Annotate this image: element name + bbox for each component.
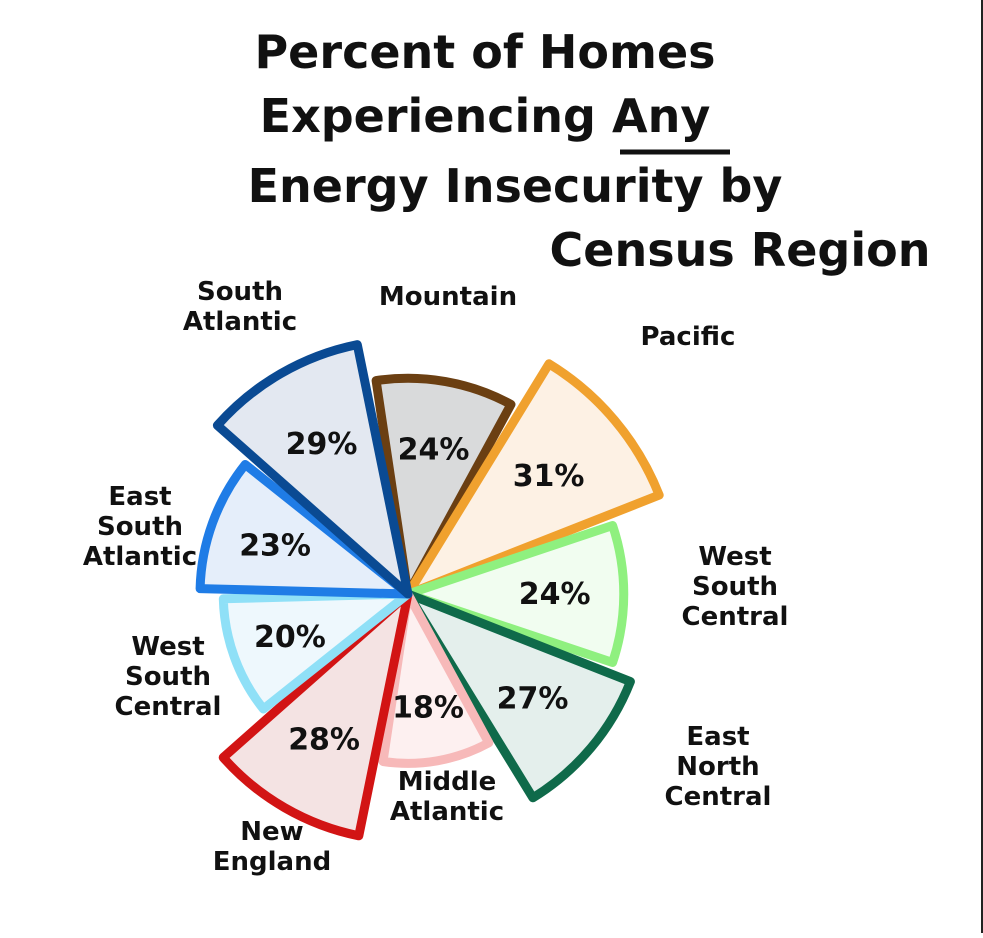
chart-title-line-2: Experiencing Any [260,89,711,143]
slice-new-england [218,589,413,841]
region-label-line: East [686,722,749,752]
chart-title-line-4: Census Region [550,223,931,277]
region-label-line: Central [115,692,222,722]
region-label-west-south-central-left: West South Central [115,632,222,722]
region-label-line: Mountain [379,282,517,312]
region-label-line: East [108,482,171,512]
region-label-line: South [197,277,283,307]
slice-south-atlantic [212,340,413,599]
region-label-east-south-atlantic: East South Atlantic [83,482,197,572]
value-label-west-south-central-right: 24% [519,577,591,612]
region-label-line: West [131,632,204,662]
region-label-line: South [692,572,778,602]
region-label-line: New [240,817,303,847]
value-label-east-south-atlantic: 23% [239,529,311,564]
value-label-middle-atlantic: 18% [392,690,464,725]
region-label-line: South [125,662,211,692]
region-label-east-north-central: East North Central [665,722,772,812]
region-label-line: Atlantic [183,307,297,337]
slice-mountain [371,373,516,599]
value-label-west-south-central-left: 20% [254,620,326,655]
value-label-east-north-central: 27% [497,682,569,717]
region-label-middle-atlantic: Middle Atlantic [390,767,504,827]
region-label-line: Pacific [641,322,736,352]
region-label-line: North [676,752,759,782]
region-label-line: West [698,542,771,572]
region-label-line: Central [682,602,789,632]
slice-middle-atlantic [378,589,494,768]
region-label-new-england: New England [213,817,331,877]
slice-east-south-atlantic [195,460,413,599]
value-label-south-atlantic: 29% [286,427,358,462]
region-label-line: Middle [398,767,497,797]
slice-west-south-central-left [218,589,413,714]
slice-pacific [403,359,664,599]
region-label-line: Atlantic [390,797,504,827]
value-labels: 24% 31% 24% 27% 18% 28% 20% 23% 29% [239,427,590,757]
region-label-west-south-central-right: West South Central [682,542,789,632]
chart-title: Percent of Homes Experiencing Any Energy… [248,25,931,277]
region-label-pacific: Pacific [641,322,736,352]
chart-title-line-1: Percent of Homes [254,25,715,79]
region-label-line: South [97,512,183,542]
slice-west-south-central-right [403,521,629,667]
region-label-mountain: Mountain [379,282,517,312]
region-label-line: Atlantic [83,542,197,572]
slice-east-north-central [403,589,635,803]
value-label-pacific: 31% [513,459,585,494]
chart-title-line-3: Energy Insecurity by [248,159,783,213]
region-label-south-atlantic: South Atlantic [183,277,297,337]
frame-edge [981,0,983,933]
slices [195,340,664,841]
value-label-mountain: 24% [398,433,470,468]
region-label-line: England [213,847,331,877]
region-label-line: Central [665,782,772,812]
value-label-new-england: 28% [288,722,360,757]
